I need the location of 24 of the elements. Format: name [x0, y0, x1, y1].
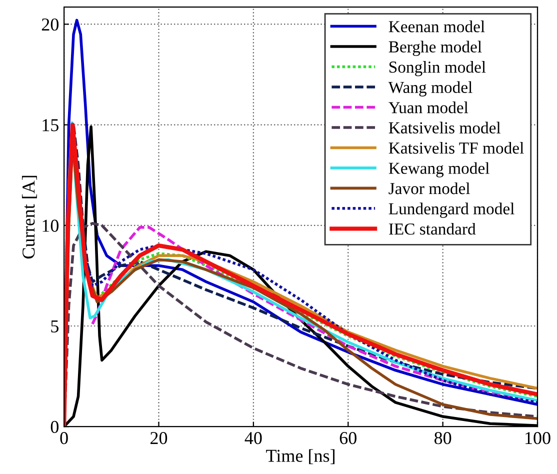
legend-label: Katsivelis TF model [388, 142, 524, 154]
legend-label: Lundengard model [388, 202, 514, 218]
y-tick-label: 10 [42, 220, 59, 232]
x-tick-label: 0 [60, 432, 68, 444]
legend-label: Keenan model [388, 20, 485, 32]
legend-label: Wang model [388, 81, 472, 96]
x-axis-title: Time [ns] [266, 449, 334, 464]
y-tick-label: 15 [42, 119, 58, 132]
x-tick-label: 80 [434, 432, 452, 444]
legend-label: Yuan model [388, 102, 468, 114]
y-tick-label: 20 [42, 18, 59, 31]
y-axis-title: Current [A] [22, 176, 37, 258]
legend-label: Songlin model [389, 61, 486, 76]
legend-label: IEC standard [388, 222, 476, 235]
x-tick-label: 40 [244, 432, 262, 444]
legend-label: Kewang model [388, 162, 490, 178]
legend-label: Berghe model [388, 40, 482, 56]
legend-label: Javor model [388, 182, 470, 194]
legend-label: Katsivelis model [388, 122, 501, 134]
y-tick-label: 0 [50, 420, 59, 434]
x-tick-label: 60 [340, 432, 356, 444]
x-tick-label: 20 [150, 432, 168, 444]
y-tick-label: 5 [51, 320, 58, 332]
x-tick-label: 100 [526, 432, 550, 444]
